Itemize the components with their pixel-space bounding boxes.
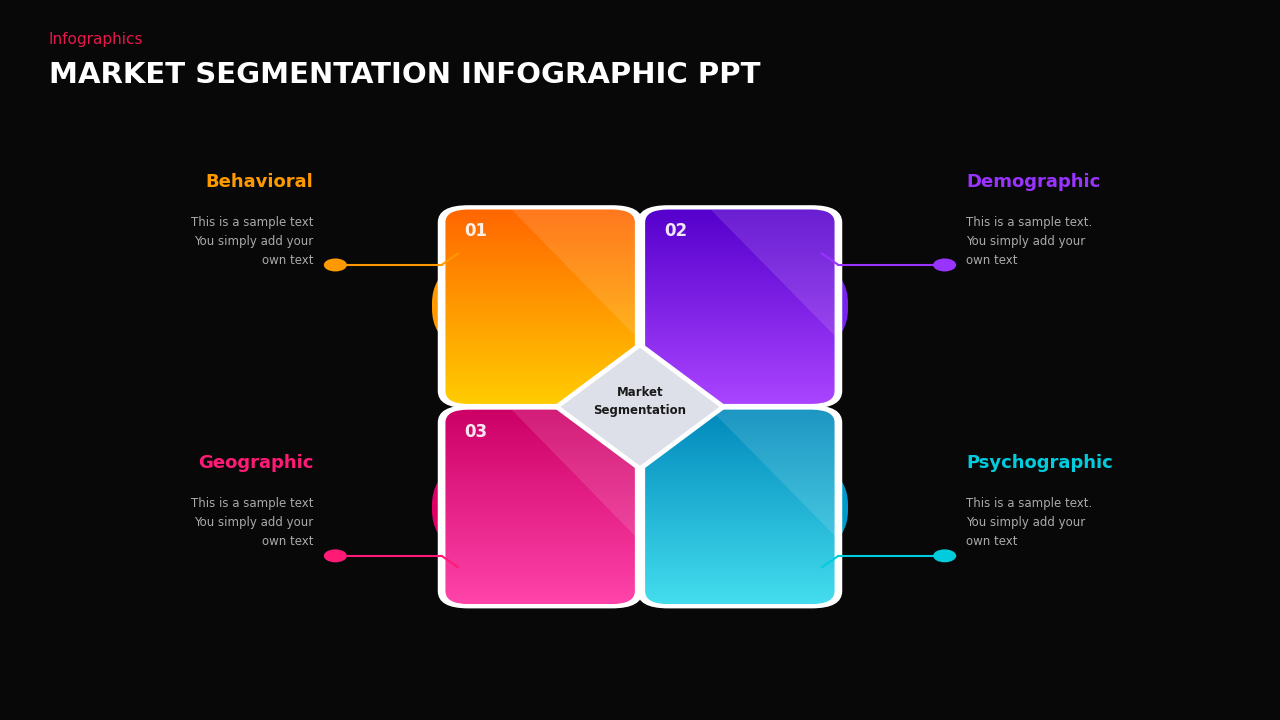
Text: 03: 03 [465, 423, 488, 441]
Text: 02: 02 [664, 222, 687, 240]
FancyBboxPatch shape [623, 253, 847, 359]
Text: MARKET SEGMENTATION INFOGRAPHIC PPT: MARKET SEGMENTATION INFOGRAPHIC PPT [49, 61, 760, 89]
Text: 04: 04 [664, 423, 687, 441]
Text: This is a sample text
You simply add your
own text: This is a sample text You simply add you… [191, 216, 314, 267]
Text: Demographic: Demographic [966, 173, 1101, 191]
Text: This is a sample text.
You simply add your
own text: This is a sample text. You simply add yo… [966, 216, 1093, 267]
FancyBboxPatch shape [623, 454, 847, 561]
Circle shape [933, 549, 956, 562]
FancyBboxPatch shape [438, 405, 643, 608]
Circle shape [324, 549, 347, 562]
Polygon shape [553, 342, 727, 472]
Text: Geographic: Geographic [198, 454, 314, 472]
Text: Infographics: Infographics [49, 32, 143, 48]
Text: 01: 01 [465, 222, 488, 240]
Text: This is a sample text
You simply add your
own text: This is a sample text You simply add you… [191, 497, 314, 548]
Circle shape [324, 258, 347, 271]
Text: Psychographic: Psychographic [966, 454, 1114, 472]
FancyBboxPatch shape [438, 205, 643, 408]
Text: This is a sample text.
You simply add your
own text: This is a sample text. You simply add yo… [966, 497, 1093, 548]
Polygon shape [712, 210, 835, 336]
Text: Behavioral: Behavioral [206, 173, 314, 191]
Text: Market
Segmentation: Market Segmentation [594, 385, 686, 417]
Polygon shape [512, 410, 635, 536]
Polygon shape [561, 348, 719, 466]
Polygon shape [512, 210, 635, 336]
FancyBboxPatch shape [637, 405, 842, 608]
FancyBboxPatch shape [637, 205, 842, 408]
FancyBboxPatch shape [433, 454, 657, 561]
Circle shape [933, 258, 956, 271]
Polygon shape [712, 410, 835, 536]
FancyBboxPatch shape [433, 253, 657, 359]
